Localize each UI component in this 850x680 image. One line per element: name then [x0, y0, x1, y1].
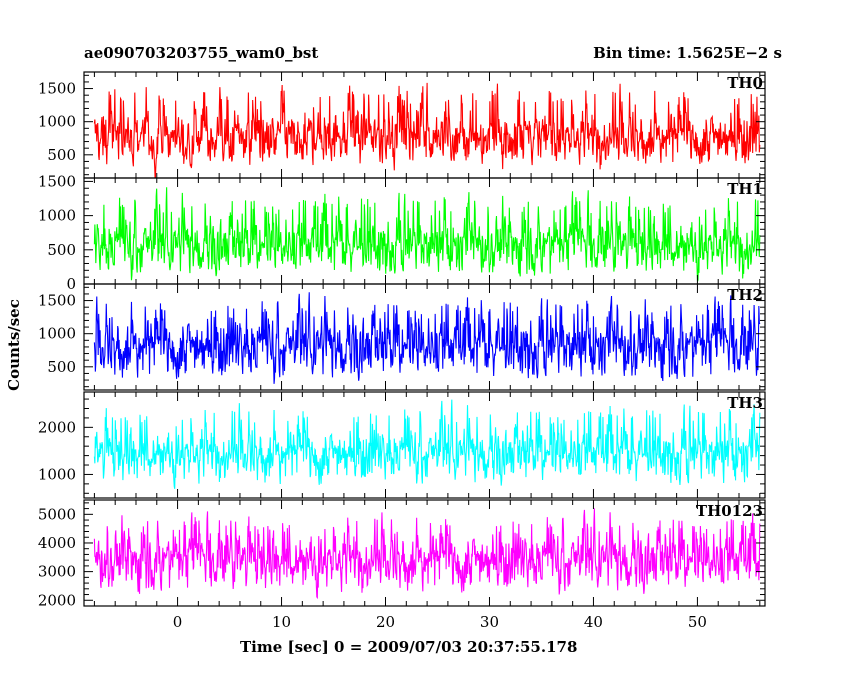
x-tick-label: 0: [173, 613, 183, 631]
panel-frame-th0: [83, 71, 766, 179]
panel-label-th0123: TH0123: [696, 502, 763, 520]
chart-title-right: Bin time: 1.5625E−2 s: [593, 44, 782, 62]
series-line-th2: [93, 292, 761, 384]
y-tick-label: 1500: [38, 172, 76, 190]
panel-frame-th0123: [83, 499, 766, 607]
series-line-th0123: [93, 508, 761, 600]
y-tick-label: 500: [47, 146, 76, 164]
x-tick-label: 30: [480, 613, 499, 631]
y-tick-label: 1000: [38, 113, 76, 131]
series-line-th3: [93, 399, 761, 489]
y-tick-label: 5000: [38, 505, 76, 523]
panel-frame-th3: [83, 391, 766, 499]
chart-title-left: ae090703203755_wam0_bst: [84, 44, 319, 62]
panel-frame-th2: [83, 283, 766, 391]
y-tick-label: 4000: [38, 534, 76, 552]
y-tick-label: 500: [47, 358, 76, 376]
x-tick-label: 40: [584, 613, 603, 631]
y-tick-label: 1000: [38, 207, 76, 225]
y-tick-label: 1500: [38, 292, 76, 310]
y-tick-label: 1000: [38, 325, 76, 343]
x-axis-title: Time [sec] 0 = 2009/07/03 20:37:55.178: [240, 638, 578, 656]
y-tick-label: 0: [66, 275, 76, 293]
y-tick-label: 1000: [38, 465, 76, 483]
y-tick-label: 2000: [38, 591, 76, 609]
y-tick-label: 1500: [38, 80, 76, 98]
x-tick-label: 50: [688, 613, 707, 631]
series-line-th0: [93, 82, 761, 178]
series-line-th1: [93, 187, 761, 282]
y-tick-label: 3000: [38, 563, 76, 581]
y-axis-title: Counts/sec: [5, 299, 23, 391]
y-tick-label: 2000: [38, 418, 76, 436]
x-tick-label: 10: [272, 613, 291, 631]
x-tick-label: 20: [376, 613, 395, 631]
panel-label-th1: TH1: [727, 180, 763, 198]
panel-label-th0: TH0: [727, 74, 763, 92]
panel-label-th3: TH3: [727, 394, 763, 412]
panel-label-th2: TH2: [727, 286, 763, 304]
y-tick-label: 500: [47, 241, 76, 259]
